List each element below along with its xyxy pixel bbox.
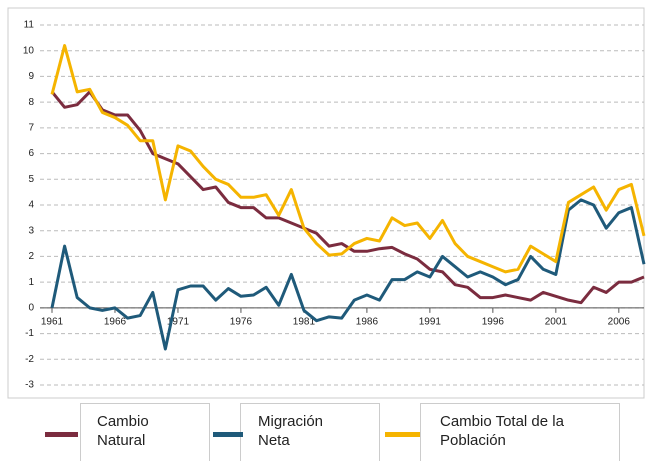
legend-label: Cambio Natural [97,413,149,449]
x-tick-label: 1971 [167,316,190,327]
series-line [50,198,646,351]
x-tick-label: 2006 [608,316,631,327]
legend-box [420,403,620,461]
y-tick-label: 5 [28,174,34,185]
x-tick-label: 1991 [419,316,442,327]
legend-swatch [213,432,243,437]
y-tick-label: 7 [28,122,34,133]
x-tick-label: 1996 [482,316,505,327]
x-tick-label: 1976 [230,316,253,327]
chart-frame [7,7,645,399]
y-tick-label: 1 [28,277,34,288]
y-tick-label: 9 [28,71,34,82]
y-tick-label: 11 [24,20,35,31]
y-tick-label: 2 [28,251,34,262]
legend-swatch [45,432,78,437]
y-tick-label: 8 [28,97,34,108]
y-tick-label: -1 [25,328,34,339]
y-tick-label: 3 [28,225,34,236]
x-tick-label: 2001 [545,316,568,327]
y-tick-label: 0 [28,302,34,313]
chart: -3 -2 -1 0 1 2 3 4 5 6 7 8 9 10 11 1961 1966 1971 1976 1981… [7,7,646,399]
legend-label: Migración Neta [258,413,324,449]
legend-box [80,403,210,461]
y-tick-label: 10 [23,45,35,56]
x-tick-label: 1961 [41,316,64,327]
y-tick-label: 6 [28,148,34,159]
y-tick-label: -3 [25,380,34,391]
x-tick-label: 1981 [293,316,316,327]
y-tick-label: 4 [28,200,34,211]
series-line [50,44,646,274]
x-tick-label: 1966 [104,316,127,327]
y-tick-label: -2 [25,354,34,365]
legend-label: Cambio Total de la Población [440,413,564,449]
x-tick-label: 1986 [356,316,379,327]
legend-swatch [385,432,420,437]
